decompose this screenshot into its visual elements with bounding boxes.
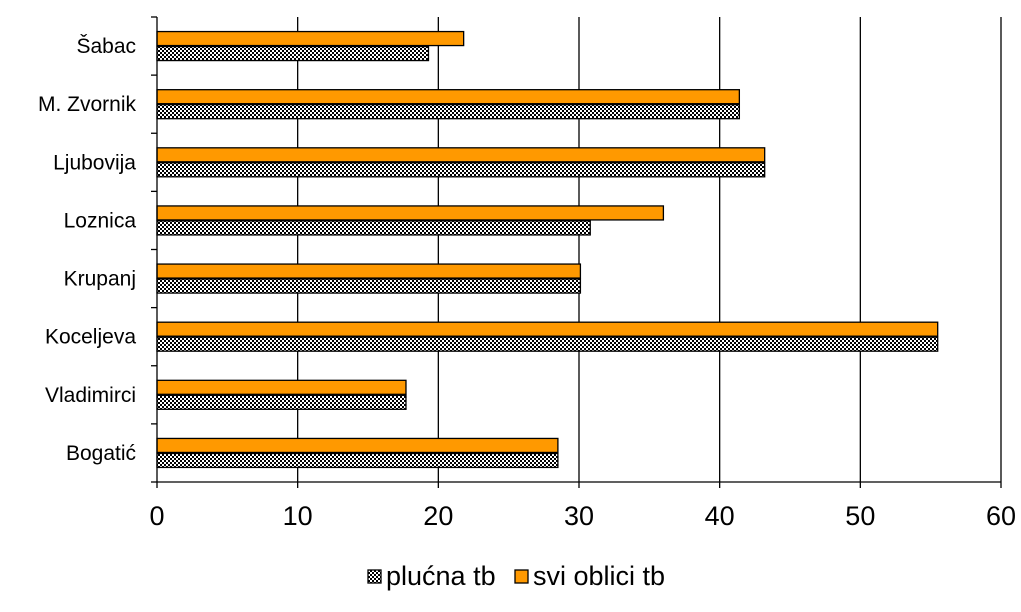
legend-label: plućna tb (386, 561, 496, 591)
bar-svi-oblici-tb (156, 321, 939, 337)
category-label: M. Zvornik (38, 93, 137, 116)
x-tick-label: 0 (149, 501, 164, 531)
bar-plucna-tb (156, 162, 766, 178)
category-label: Ljubovija (53, 151, 136, 174)
legend-item-plucna-tb: plućna tb (367, 561, 496, 591)
labels: 0 10 20 30 40 50 60 Šabac M. Zvornik Ljubovija Loz… (38, 35, 1016, 531)
category-label: Krupanj (64, 268, 136, 291)
bar-svi-oblici-tb (156, 437, 559, 454)
legend-swatch (514, 569, 529, 584)
bar-plucna-tb (156, 104, 741, 120)
bar-svi-oblici-tb (156, 147, 766, 163)
x-tick-label: 40 (705, 501, 735, 531)
bar-plucna-tb (156, 45, 430, 62)
bar-plucna-tb (156, 336, 939, 352)
legend-swatch (367, 569, 382, 584)
category-label: Vladimirci (45, 384, 136, 407)
bar-svi-oblici-tb (156, 30, 465, 47)
gridlines (297, 17, 1002, 482)
bar-plucna-tb (156, 394, 407, 410)
bar-plucna-tb (156, 220, 591, 236)
category-label: Loznica (64, 209, 137, 232)
legend: plućna tb svi oblici tb (367, 561, 665, 591)
x-tick-label: 30 (564, 501, 594, 531)
bars (156, 30, 939, 469)
bar-plucna-tb (156, 278, 582, 294)
x-tick-label: 10 (283, 501, 313, 531)
legend-item-svi-oblici-tb: svi oblici tb (514, 561, 665, 591)
x-tick-label: 50 (845, 501, 875, 531)
category-label: Bogatić (66, 442, 136, 465)
bar-svi-oblici-tb (156, 263, 582, 279)
category-label: Koceljeva (45, 326, 136, 349)
axes (151, 16, 1002, 488)
legend-label: svi oblici tb (533, 561, 665, 591)
x-tick-label: 20 (423, 501, 453, 531)
x-tick-label: 60 (986, 501, 1016, 531)
bar-plucna-tb (156, 452, 559, 469)
bar-svi-oblici-tb (156, 379, 407, 395)
bar-svi-oblici-tb (156, 89, 741, 105)
category-label: Šabac (76, 35, 136, 58)
bar-svi-oblici-tb (156, 205, 665, 221)
